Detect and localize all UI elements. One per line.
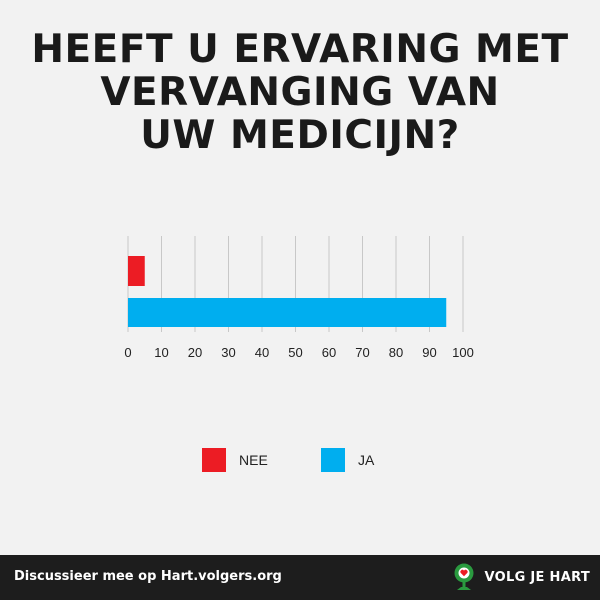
legend-swatch-ja (321, 448, 345, 472)
legend-item-nee: NEE (202, 448, 268, 472)
title-line-1: HEEFT U ERVARING MET (31, 27, 569, 72)
x-tick-label-100: 100 (452, 345, 474, 360)
brand[interactable]: VOLG JE HART (451, 563, 590, 591)
x-tick-label-20: 20 (188, 345, 202, 360)
x-tick-label-60: 60 (322, 345, 336, 360)
tree-heart-icon (454, 563, 474, 590)
x-tick-label-0: 0 (124, 345, 131, 360)
x-tick-label-30: 30 (221, 345, 235, 360)
x-tick-label-40: 40 (255, 345, 269, 360)
x-tick-label-70: 70 (355, 345, 369, 360)
legend-label-nee: NEE (239, 452, 268, 468)
brand-label: VOLG JE HART (484, 569, 590, 585)
chart-title: HEEFT U ERVARING MET VERVANGING VAN UW M… (0, 28, 600, 157)
x-tick-label-80: 80 (389, 345, 403, 360)
x-tick-label-90: 90 (422, 345, 436, 360)
bar-nee (128, 256, 145, 286)
legend-label-ja: JA (358, 452, 375, 468)
x-tick-labels: 0 10 20 30 40 50 60 70 80 90 100 (124, 345, 473, 360)
bar-chart: 0 10 20 30 40 50 60 70 80 90 100 (124, 236, 474, 360)
footer-discussion-link[interactable]: Discussieer mee op Hart.volgers.org (14, 569, 282, 584)
bars (128, 256, 447, 327)
legend: NEE JA (0, 448, 600, 474)
bar-ja (128, 298, 447, 327)
x-tick-label-50: 50 (288, 345, 302, 360)
footer-bar: Discussieer mee op Hart.volgers.org VOLG… (0, 555, 600, 600)
title-line-3: UW MEDICIJN? (140, 113, 460, 158)
title-line-2: VERVANGING VAN (100, 70, 500, 115)
legend-swatch-nee (202, 448, 226, 472)
x-tick-label-10: 10 (154, 345, 168, 360)
legend-item-ja: JA (321, 448, 374, 472)
